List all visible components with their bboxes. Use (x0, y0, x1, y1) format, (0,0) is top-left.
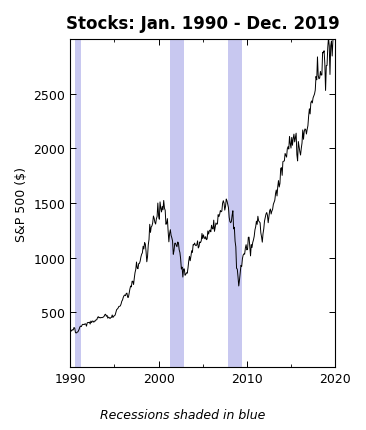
Bar (228, 40, 242, 367)
Text: Recessions shaded in blue: Recessions shaded in blue (100, 408, 266, 421)
Bar (169, 40, 184, 367)
Bar (75, 40, 81, 367)
Y-axis label: S&P 500 ($): S&P 500 ($) (15, 166, 28, 241)
Title: Stocks: Jan. 1990 - Dec. 2019: Stocks: Jan. 1990 - Dec. 2019 (66, 15, 340, 33)
